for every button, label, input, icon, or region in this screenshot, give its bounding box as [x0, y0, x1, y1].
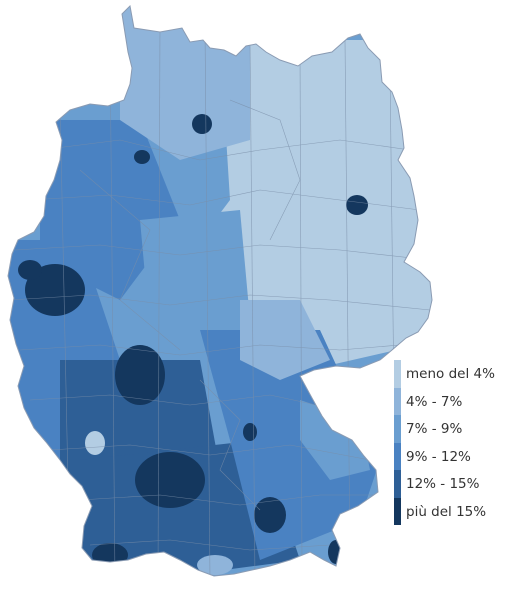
light-spot-southwest: [85, 431, 105, 455]
legend-label: 12% - 15%: [406, 476, 480, 492]
legend-label: 7% - 9%: [406, 421, 463, 437]
legend-swatch: [394, 360, 401, 388]
region-thuringia-saxony: [240, 300, 330, 380]
region-center: [140, 210, 250, 360]
region-east: [200, 40, 432, 372]
legend-item: 12% - 15%: [394, 470, 502, 498]
hotspot-frankfurt: [115, 345, 165, 405]
legend-item: 4% - 7%: [394, 387, 502, 415]
hotspot-bremen: [134, 150, 150, 164]
hotspot-south-east: [328, 540, 344, 564]
legend-swatch: [394, 497, 401, 525]
hotspot-stuttgart: [135, 452, 205, 508]
legend-label: più del 15%: [406, 503, 487, 520]
legend-swatch: [394, 442, 401, 470]
legend-swatch: [394, 470, 401, 498]
hotspot-ruhr: [25, 264, 85, 316]
legend-item: 7% - 9%: [394, 415, 502, 443]
legend-item: meno del 4%: [394, 360, 502, 388]
hotspot-hamburg: [192, 114, 212, 134]
legend-label: 4% - 7%: [406, 393, 463, 410]
legend-item: 9% - 12%: [394, 442, 502, 470]
hotspot-munich: [254, 497, 286, 533]
district-borders: [9, 19, 431, 576]
hotspot-south-west: [92, 543, 128, 567]
legend-label: 9% - 12%: [406, 448, 471, 465]
light-spot-bavaria: [197, 555, 233, 575]
legend-item: più del 15%: [394, 497, 502, 525]
legend: meno del 4% 4% - 7% 7% - 9% 9% - 12% 12% - 1…: [394, 360, 502, 525]
legend-swatch: [394, 387, 401, 415]
hotspot-berlin: [346, 195, 368, 215]
hotspot-nuremberg: [243, 423, 257, 441]
legend-swatch: [394, 415, 401, 443]
hotspot-ruhr-2: [18, 260, 42, 280]
legend-label: meno del 4%: [406, 366, 495, 382]
